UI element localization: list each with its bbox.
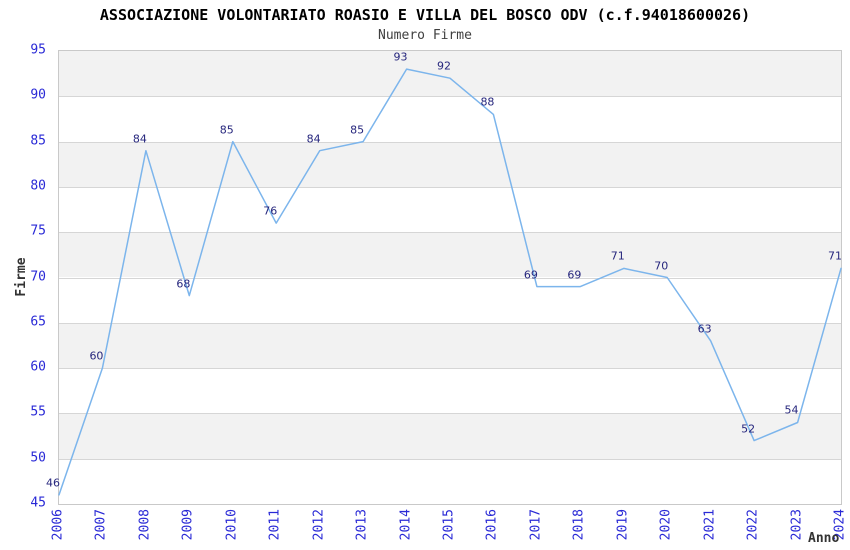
data-label: 93	[393, 50, 408, 64]
data-label: 92	[437, 59, 451, 73]
chart-title: ASSOCIAZIONE VOLONTARIATO ROASIO E VILLA…	[99, 6, 751, 24]
gridline	[59, 186, 841, 188]
y-tick-label: 75	[30, 223, 46, 239]
plot-band	[59, 322, 841, 369]
x-axis-title: Anno	[808, 531, 840, 546]
data-label: 63	[697, 322, 712, 336]
gridline	[59, 96, 841, 98]
x-tick-label: 2021	[702, 509, 718, 541]
series-line-layer	[58, 68, 842, 496]
gridline	[59, 368, 841, 370]
x-tick-label: 2020	[658, 509, 674, 541]
x-tick-label: 2009	[180, 509, 196, 541]
x-tick-label: 2007	[93, 509, 109, 541]
x-tick-label: 2012	[311, 509, 327, 541]
y-axis-tick-labels: 45 50 55 60 65 70 75 80 85 90 95	[0, 43, 52, 511]
plot-area: 46 60 84 68 85 76 84 85 93 92 88 69 69 71 70 63 52 54 71	[46, 50, 842, 505]
x-tick-label: 2017	[528, 509, 544, 541]
x-tick-label: 2016	[484, 509, 500, 541]
data-label: 70	[654, 259, 669, 272]
y-tick-label: 65	[30, 314, 46, 330]
y-tick-label: 80	[30, 178, 46, 194]
data-label: 52	[741, 422, 756, 436]
gridline	[59, 141, 841, 143]
data-label: 54	[784, 403, 799, 417]
data-label: 85	[219, 123, 234, 137]
data-label: 60	[89, 349, 104, 363]
x-tick-label: 2013	[354, 509, 370, 541]
gridline	[59, 277, 841, 279]
gridline	[59, 413, 841, 415]
data-label: 84	[306, 132, 321, 146]
data-label: 69	[567, 268, 582, 282]
data-label: 71	[828, 249, 842, 263]
plot-band	[59, 413, 841, 459]
x-tick-label: 2023	[789, 509, 805, 541]
x-tick-label: 2014	[398, 509, 414, 541]
data-label: 68	[176, 277, 191, 291]
data-label: 46	[46, 476, 60, 490]
x-tick-label: 2010	[224, 509, 240, 541]
y-tick-label: 70	[30, 269, 46, 284]
y-tick-label: 50	[30, 450, 46, 466]
x-tick-label: 2008	[137, 509, 153, 541]
data-label: 69	[523, 268, 538, 282]
y-tick-label: 45	[30, 495, 46, 511]
x-tick-label: 2022	[745, 509, 761, 541]
x-tick-label: 2019	[615, 509, 631, 541]
y-tick-label: 95	[30, 42, 46, 58]
data-label: 84	[132, 132, 147, 146]
data-label: 85	[350, 123, 365, 137]
x-axis-tick-labels: 2006 2007 2008 2009 2010 2011 2012 2013 2014 2015…	[51, 507, 848, 549]
data-label: 76	[263, 204, 278, 218]
x-tick-label: 2011	[267, 509, 283, 541]
x-tick-label: 2018	[571, 509, 587, 541]
chart-subtitle: Numero Firme	[378, 28, 472, 43]
plot-band	[59, 141, 841, 187]
gridline	[59, 458, 841, 460]
y-tick-label: 85	[30, 133, 46, 149]
y-tick-label: 90	[30, 87, 46, 103]
data-label: 71	[610, 249, 625, 263]
y-tick-label: 60	[30, 359, 46, 375]
data-label: 88	[480, 95, 495, 109]
x-tick-label: 2006	[50, 509, 66, 541]
y-tick-label: 55	[30, 404, 46, 420]
gridline	[59, 322, 841, 324]
x-tick-label: 2015	[441, 509, 457, 541]
plot-band	[59, 232, 841, 278]
series-line	[58, 68, 842, 496]
plot-band	[59, 51, 841, 97]
gridline	[59, 232, 841, 234]
